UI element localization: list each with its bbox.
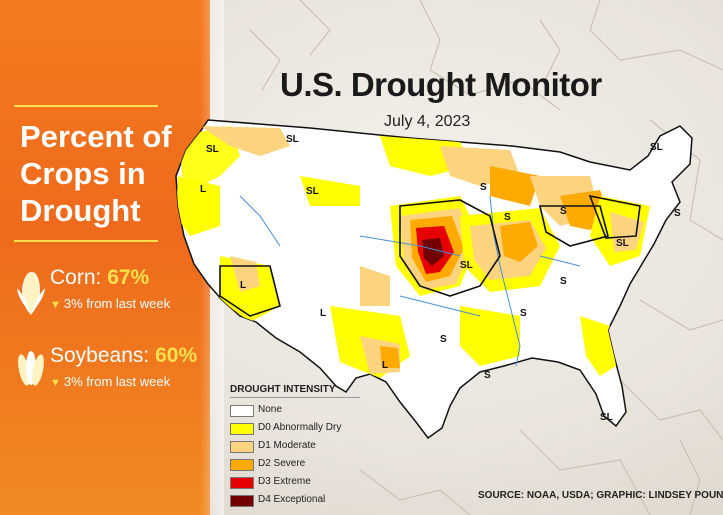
legend-label: None [258,404,282,415]
corn-icon [17,272,45,315]
map-label: S [484,370,491,381]
panel-title: Percent of Crops in Drought [20,118,200,229]
us-drought-map: SL SL L SL S S S SL S SL SL L L L S S S … [175,119,693,440]
corn-label: Corn: [50,266,102,289]
map-label: S [480,182,487,193]
legend-title: DROUGHT INTENSITY [230,384,360,398]
soybeans-label: Soybeans: [50,344,150,367]
map-label: L [382,360,388,371]
corn-percent: 67% [107,266,150,289]
map-label: SL [306,186,319,197]
map-label: SL [460,260,473,271]
legend-swatch [230,441,254,453]
map-label: SL [600,412,613,423]
map-label: SL [616,238,629,249]
map-title: U.S. Drought Monitor [280,66,602,103]
drought-intensity-legend: DROUGHT INTENSITY None D0 Abnormally Dry… [230,384,360,509]
top-rule [14,105,158,107]
legend-item-none: None [230,401,360,419]
map-label: SL [206,144,219,155]
panel-title-line: Crops in [20,156,146,191]
map-label: S [504,212,511,223]
crops-in-drought-panel [0,0,210,515]
map-label: SL [650,142,663,153]
map-label: S [520,308,527,319]
legend-swatch [230,495,254,507]
down-triangle-icon: ▼ [50,377,61,389]
legend-label: D2 Severe [258,458,306,469]
legend-swatch [230,423,254,435]
map-label: S [560,276,567,287]
down-triangle-icon: ▼ [50,299,61,311]
legend-label: D3 Extreme [258,476,311,487]
legend-label: D1 Moderate [258,440,316,451]
legend-label: D4 Exceptional [258,494,326,505]
legend-item-d2: D2 Severe [230,455,360,473]
soybean-icon [18,351,44,386]
panel-title-line: Percent of [20,119,172,154]
legend-item-d4: D4 Exceptional [230,491,360,509]
legend-item-d1: D1 Moderate [230,437,360,455]
map-label: L [320,308,326,319]
map-date: July 4, 2023 [384,113,471,130]
map-label: SL [286,134,299,145]
map-label: L [200,184,206,195]
panel-title-line: Drought [20,193,141,228]
map-label: S [674,208,681,219]
bottom-rule [14,240,158,242]
map-label: S [440,334,447,345]
map-label: L [240,280,246,291]
map-label: S [560,206,567,217]
source-credit: SOURCE: NOAA, USDA; GRAPHIC: LINDSEY POU… [478,490,723,501]
legend-item-d0: D0 Abnormally Dry [230,419,360,437]
soybeans-percent: 60% [155,344,198,367]
legend-label: D0 Abnormally Dry [258,422,342,433]
legend-swatch [230,459,254,471]
legend-item-d3: D3 Extreme [230,473,360,491]
corn-change: 3% from last week [63,296,171,311]
legend-swatch [230,405,254,417]
legend-swatch [230,477,254,489]
soybeans-change: 3% from last week [63,374,171,389]
